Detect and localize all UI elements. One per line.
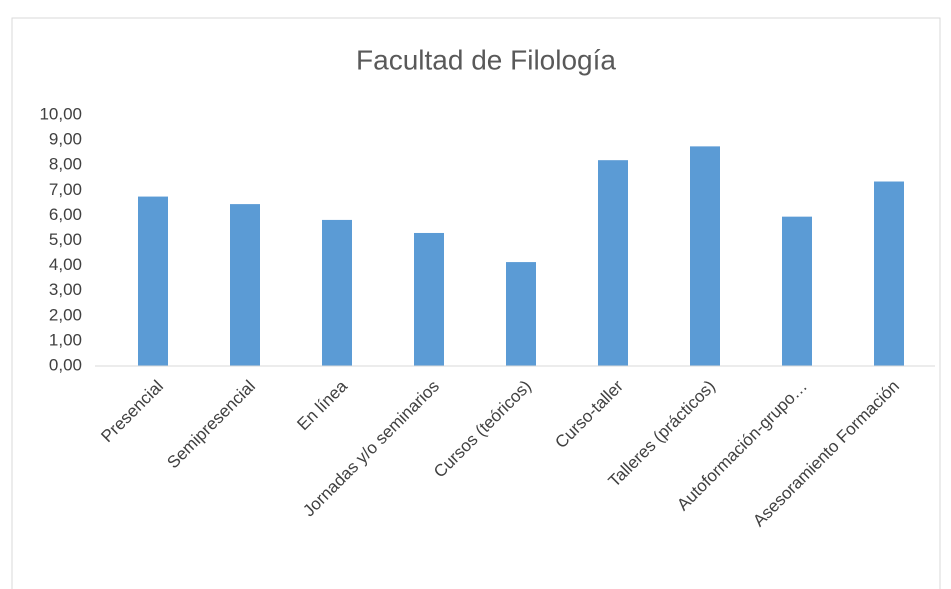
bar [874,181,904,366]
y-tick-label: 5,00 [49,230,82,249]
bar [690,146,720,366]
bar [598,160,628,366]
y-tick-label: 2,00 [49,305,82,324]
bar [782,216,812,366]
y-tick-label: 6,00 [49,205,82,224]
chart-title: Facultad de Filología [356,44,616,75]
bar [414,232,444,366]
y-tick-label: 9,00 [49,130,82,149]
y-tick-label: 1,00 [49,330,82,349]
y-tick-label: 4,00 [49,255,82,274]
bar [506,262,536,366]
y-tick-label: 3,00 [49,280,82,299]
y-tick-label: 7,00 [49,180,82,199]
y-tick-label: 0,00 [49,355,82,374]
y-tick-label: 8,00 [49,155,82,174]
y-tick-label: 10,00 [39,104,82,123]
bar [230,204,260,366]
bar [138,196,168,366]
bar [322,219,352,366]
